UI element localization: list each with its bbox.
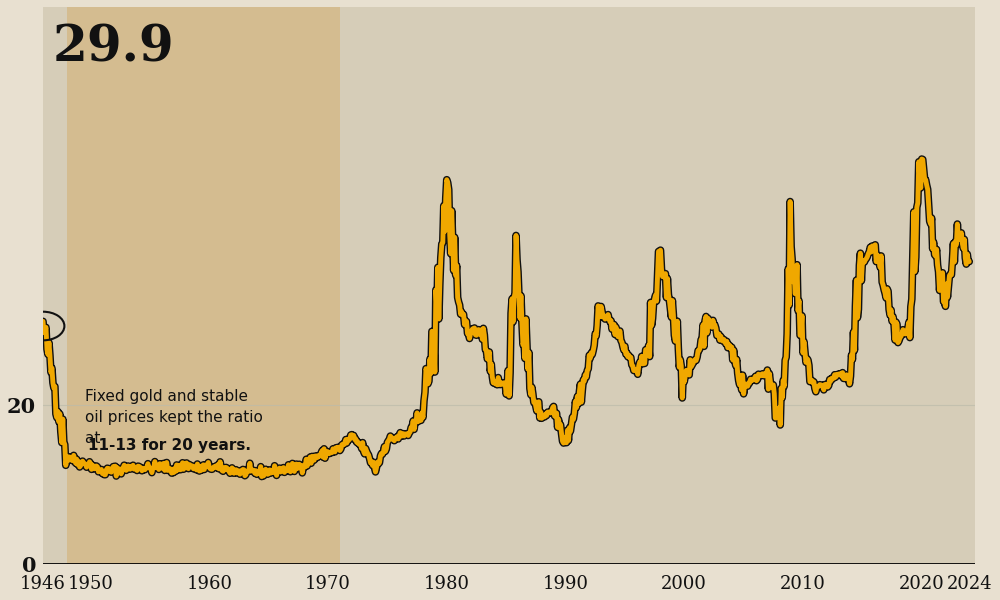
Text: Fixed gold and stable
oil prices kept the ratio
at: Fixed gold and stable oil prices kept th… [85, 389, 262, 446]
Text: 11-13 for 20 years.: 11-13 for 20 years. [88, 438, 251, 453]
Text: 29.9: 29.9 [52, 23, 174, 73]
Bar [67, 7, 340, 564]
